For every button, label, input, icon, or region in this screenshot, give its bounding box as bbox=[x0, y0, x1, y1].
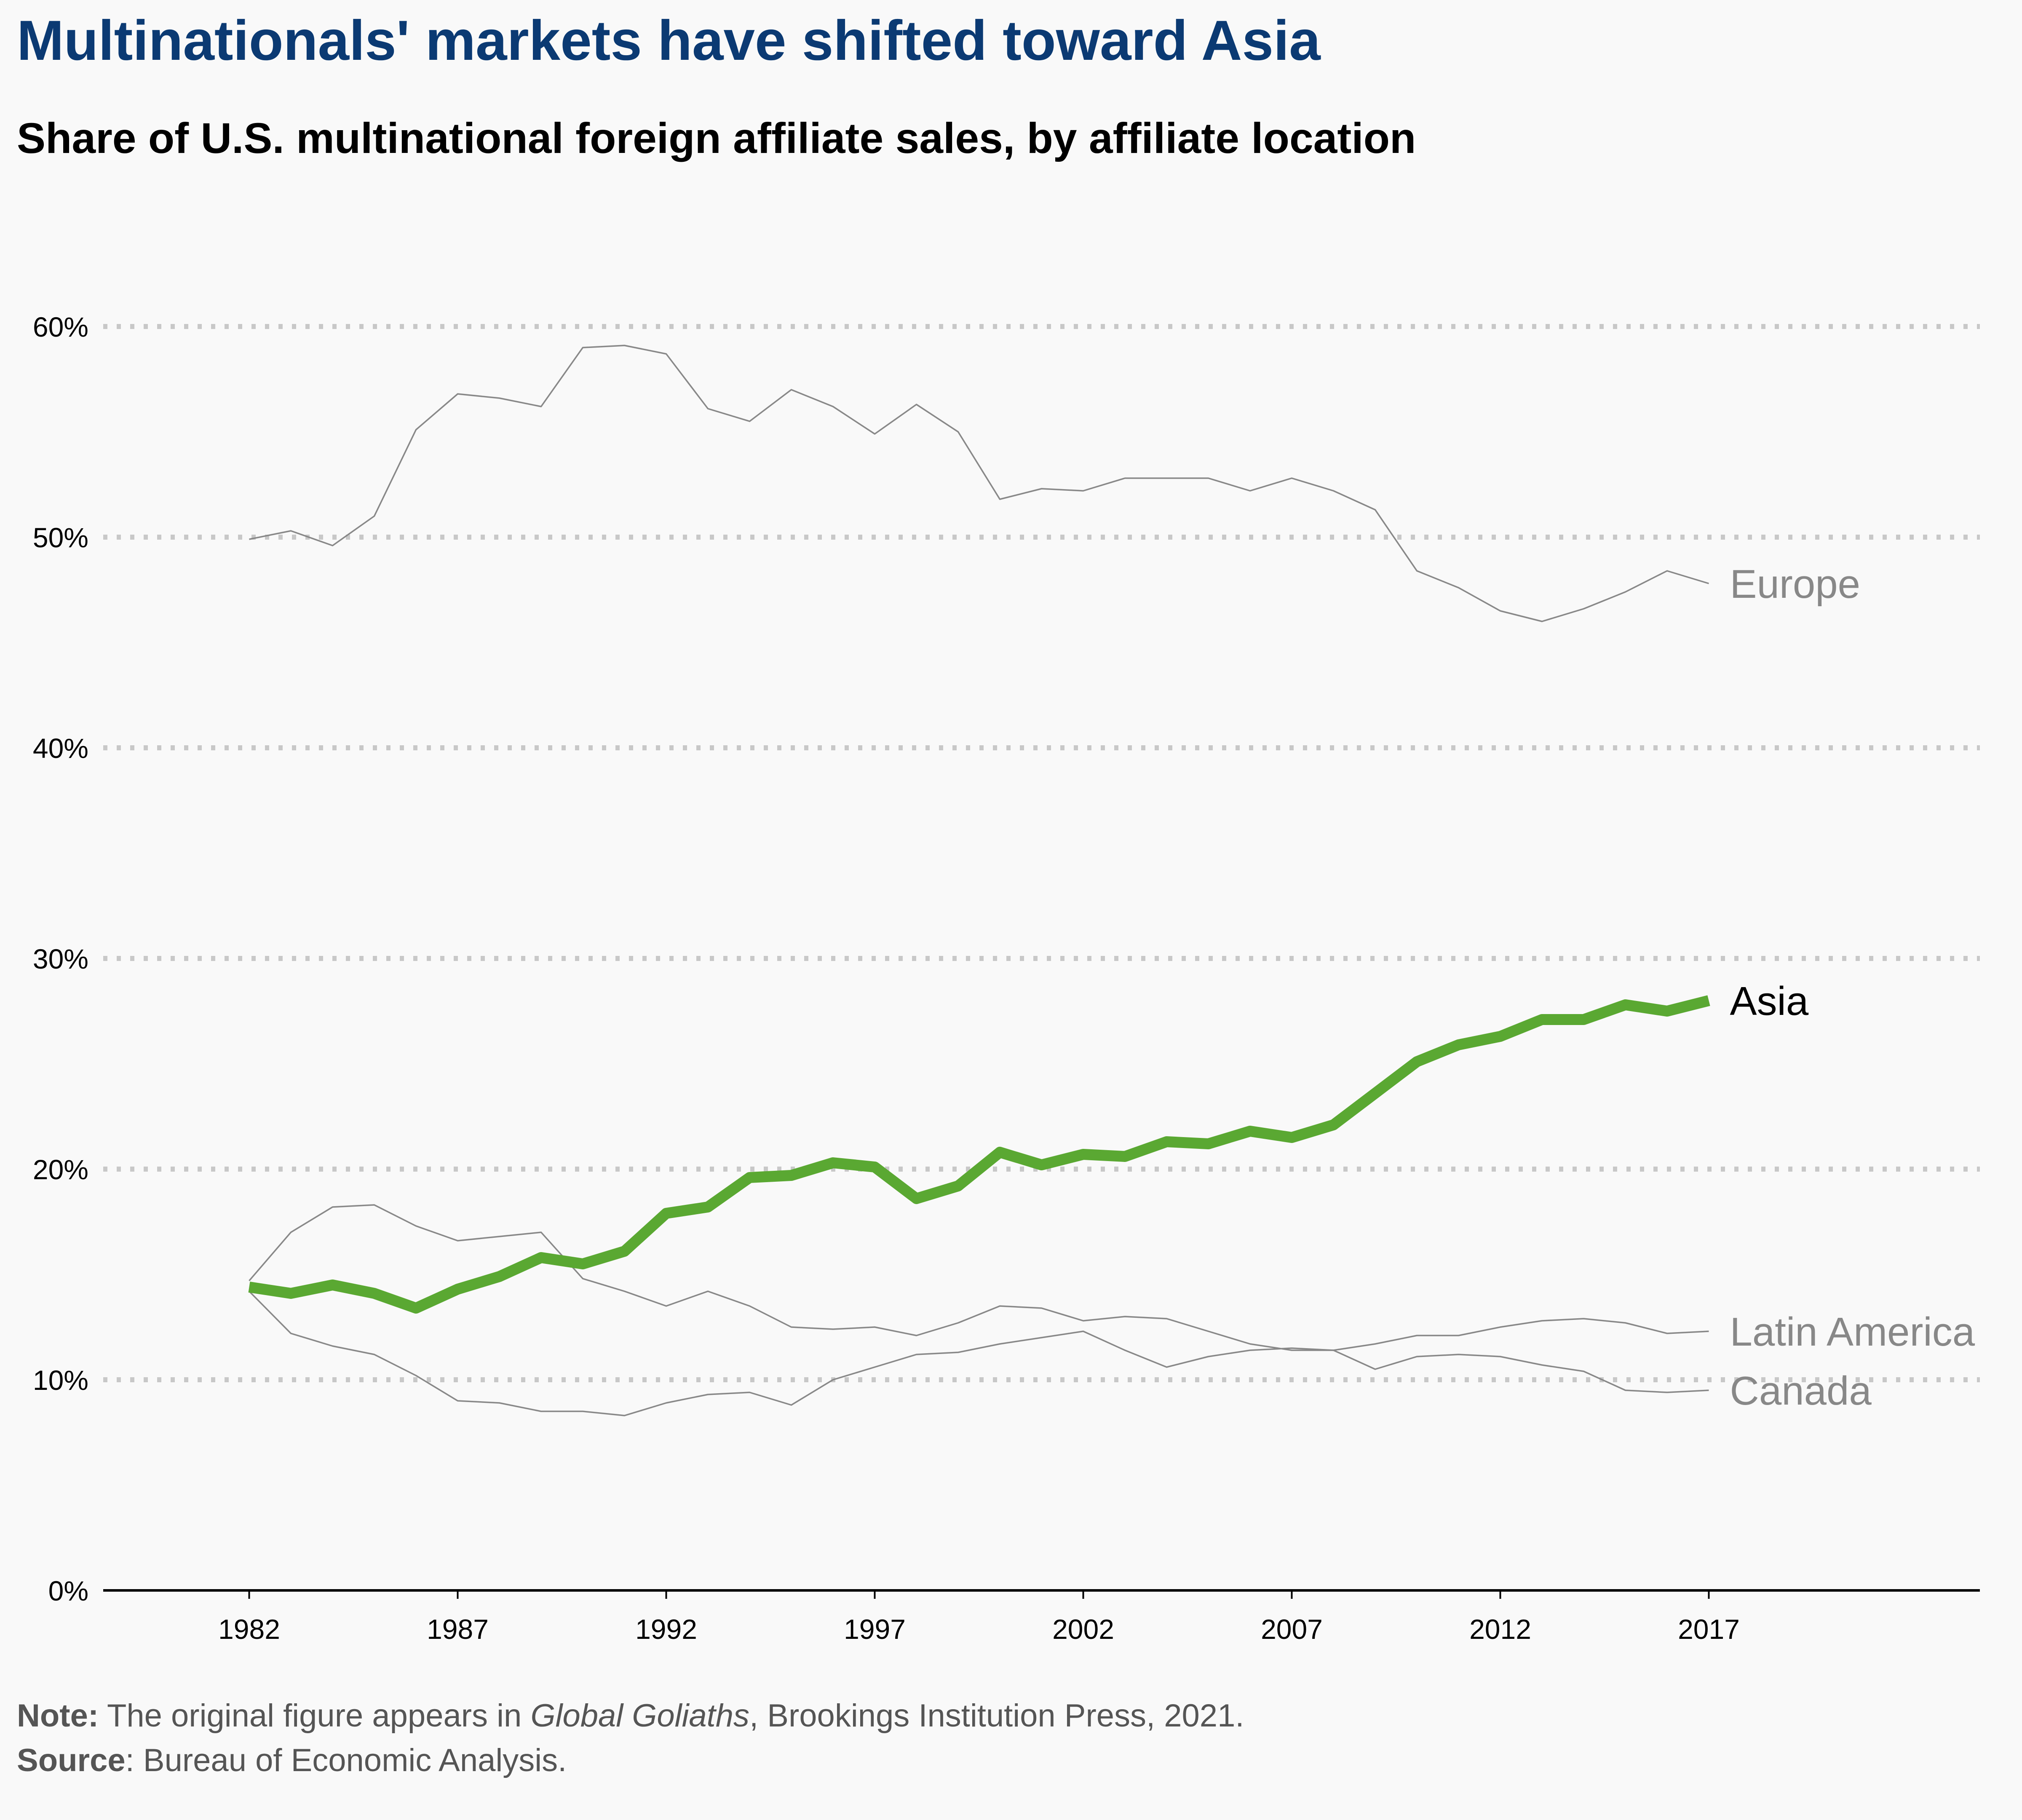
x-tick-label-1982: 1982 bbox=[218, 1614, 280, 1645]
x-tick-label-1992: 1992 bbox=[635, 1614, 697, 1645]
series-lines bbox=[248, 345, 1710, 1416]
source-line: Source: Bureau of Economic Analysis. bbox=[17, 1738, 1244, 1783]
series-label-europe: Europe bbox=[1730, 562, 1861, 607]
series-label-canada: Canada bbox=[1730, 1368, 1872, 1413]
note-book-title: Global Goliaths bbox=[530, 1698, 750, 1734]
series-label-latin-america: Latin America bbox=[1730, 1309, 1975, 1354]
x-tick-label-2007: 2007 bbox=[1261, 1614, 1323, 1645]
y-tick-label-0: 0% bbox=[48, 1575, 88, 1606]
y-tick-label-10: 10% bbox=[33, 1365, 88, 1396]
series-labels: Europe Asia Latin America Canada bbox=[1730, 562, 1975, 1413]
source-text: : Bureau of Economic Analysis. bbox=[125, 1742, 567, 1778]
y-tick-label-50: 50% bbox=[33, 522, 88, 553]
x-tick-label-2002: 2002 bbox=[1052, 1614, 1114, 1645]
x-axis: 1982 1987 1992 1997 2002 2007 2012 2017 bbox=[103, 1589, 1980, 1645]
gridlines bbox=[103, 324, 1980, 1382]
note-text-after: , Brookings Institution Press, 2021. bbox=[749, 1698, 1244, 1734]
footnote: Note: The original figure appears in Glo… bbox=[17, 1694, 1244, 1783]
y-tick-label-20: 20% bbox=[33, 1154, 88, 1185]
x-tick-label-2012: 2012 bbox=[1469, 1614, 1531, 1645]
source-label: Source bbox=[17, 1742, 126, 1778]
line-chart: 0% 10% 20% 30% 40% 50% 60% 1982 1987 1992 1997 200… bbox=[33, 311, 1980, 1645]
series-line-europe bbox=[249, 345, 1709, 622]
note-line: Note: The original figure appears in Glo… bbox=[17, 1694, 1244, 1738]
chart-subtitle: Share of U.S. multinational foreign affi… bbox=[17, 114, 1416, 162]
y-tick-label-30: 30% bbox=[33, 943, 88, 974]
series-line-latin-america bbox=[249, 1204, 1709, 1351]
y-tick-label-40: 40% bbox=[33, 733, 88, 764]
note-label: Note: bbox=[17, 1698, 99, 1734]
series-label-asia: Asia bbox=[1730, 979, 1809, 1024]
x-tick-label-2017: 2017 bbox=[1678, 1614, 1740, 1645]
y-axis-tick-labels: 0% 10% 20% 30% 40% 50% 60% bbox=[33, 311, 88, 1606]
note-text-before: The original figure appears in bbox=[99, 1698, 531, 1734]
series-line-canada bbox=[249, 1290, 1709, 1416]
x-tick-label-1987: 1987 bbox=[427, 1614, 489, 1645]
series-line-asia bbox=[248, 995, 1710, 1314]
chart-title: Multinationals' markets have shifted tow… bbox=[17, 9, 1321, 72]
y-tick-label-60: 60% bbox=[33, 311, 88, 343]
x-tick-label-1997: 1997 bbox=[844, 1614, 906, 1645]
